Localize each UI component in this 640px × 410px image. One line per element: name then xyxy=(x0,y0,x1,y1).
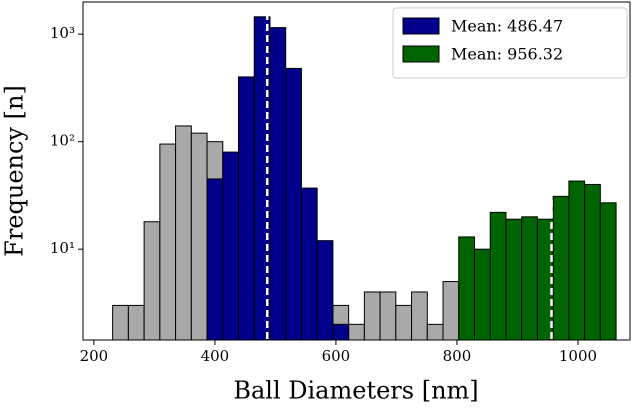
x-tick-label: 200 xyxy=(80,347,109,365)
bar xyxy=(568,180,586,341)
x-axis-label: Ball Diameters [nm] xyxy=(233,377,478,405)
legend-swatch xyxy=(402,17,440,35)
bar xyxy=(426,323,444,341)
bar xyxy=(285,67,302,341)
bar xyxy=(411,291,428,341)
legend-box xyxy=(392,7,628,79)
bar xyxy=(127,304,145,341)
x-tick-label: 800 xyxy=(443,347,472,365)
bar xyxy=(269,27,287,341)
x-tick-label: 1000 xyxy=(559,347,597,365)
bar xyxy=(473,248,491,341)
bar xyxy=(489,211,507,341)
x-tick-label: 600 xyxy=(322,347,351,365)
bar xyxy=(143,221,161,341)
bar xyxy=(238,76,255,341)
legend-label: Mean: 956.32 xyxy=(451,45,563,64)
bar xyxy=(300,187,318,341)
x-tick-label: 400 xyxy=(201,347,230,365)
y-axis-label: Frequency [n] xyxy=(1,85,29,257)
y-tick-label: 10² xyxy=(50,132,75,150)
bar xyxy=(332,323,350,341)
bar xyxy=(552,195,570,341)
bar xyxy=(316,240,334,341)
bar xyxy=(112,304,129,341)
bar xyxy=(505,218,523,341)
bar xyxy=(584,183,601,341)
bar xyxy=(442,281,460,341)
bar xyxy=(363,291,381,341)
bar xyxy=(159,143,177,341)
bar xyxy=(395,304,413,341)
bar xyxy=(222,151,240,341)
plot-frame xyxy=(82,1,631,341)
bar xyxy=(458,236,475,341)
bar xyxy=(379,291,397,341)
y-tick-label: 10³ xyxy=(50,24,75,42)
y-tick-label: 10¹ xyxy=(50,239,75,257)
legend-label: Mean: 486.47 xyxy=(451,17,563,36)
legend-swatch xyxy=(402,45,440,63)
bar xyxy=(599,202,617,341)
bar xyxy=(190,132,208,341)
bar xyxy=(348,323,365,341)
bar xyxy=(175,125,192,341)
bar xyxy=(521,216,538,341)
bar xyxy=(206,178,224,341)
